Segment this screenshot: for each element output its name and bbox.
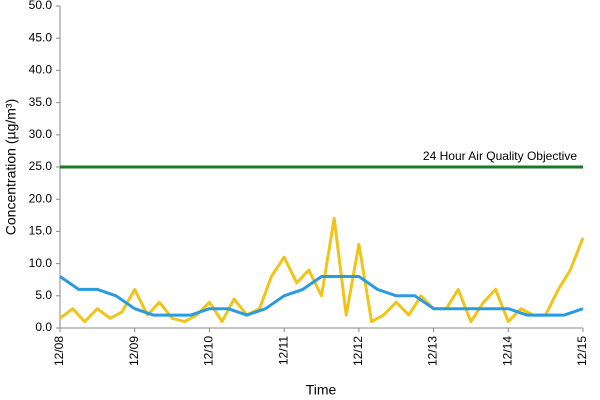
x-axis-title: Time	[306, 382, 337, 398]
y-tick-label: 50.0	[29, 0, 53, 12]
y-tick-label: 5.0	[35, 288, 52, 302]
x-tick-label: 12/15	[575, 336, 589, 366]
data-line	[59, 217, 585, 324]
y-axis-title: Concentration (µg/m³)	[3, 99, 19, 235]
x-tick-label: 12/14	[500, 336, 514, 366]
y-tick-label: 35.0	[29, 95, 53, 109]
data-line	[59, 275, 584, 317]
y-tick-label: 0.0	[35, 320, 52, 334]
x-tick-label: 12/12	[351, 336, 365, 366]
y-tick-label: 30.0	[29, 127, 53, 141]
reference-label: 24 Hour Air Quality Objective	[423, 149, 577, 163]
y-tick-label: 25.0	[29, 159, 53, 173]
y-tick-label: 15.0	[29, 224, 53, 238]
x-tick-label: 12/13	[426, 336, 440, 366]
x-tick-label: 12/11	[276, 336, 290, 365]
y-tick-label: 45.0	[29, 30, 53, 44]
x-tick-label: 12/08	[52, 336, 66, 366]
y-tick-label: 20.0	[29, 191, 53, 205]
y-tick-label: 40.0	[29, 63, 53, 77]
y-tick-label: 10.0	[29, 256, 53, 270]
x-tick-label: 12/09	[127, 336, 141, 366]
x-tick-label: 12/10	[202, 336, 216, 366]
